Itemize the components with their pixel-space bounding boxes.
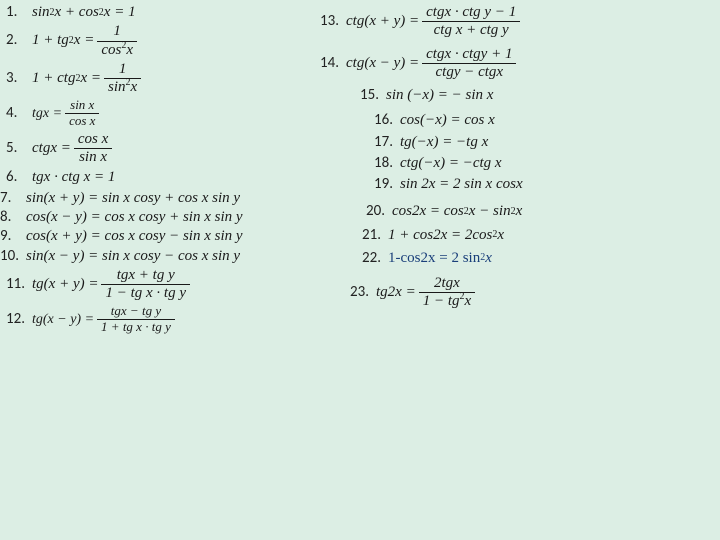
math-14: ctg(x − y) = ctgx · ctgy + 1 ctgy − ctgx [346,46,519,82]
math-17: tg(−x) = −tg x [400,134,488,151]
math-10: sin(x − y) = sin x cosy − cos x sin y [26,248,240,265]
label-16: 16. [374,112,400,129]
formula-2: 2. 1 + tg2 x = 1 cos2x [6,23,336,59]
math-4: tgx = sin x cos x [32,98,102,129]
math-11: tg(x + y) = tgx + tg y 1 − tg x · tg y [32,267,193,303]
formula-21: 21. 1 + cos2x = 2cos2 x [362,227,710,244]
formula-3: 3. 1 + ctg2 x = 1 sin2x [6,61,336,97]
math-1: sin2 x + cos2 x = 1 [32,4,136,21]
math-20: cos2x = cos2 x − sin2 x [392,203,522,220]
label-12: 12. [6,311,32,328]
math-21: 1 + cos2x = 2cos2 x [388,227,504,244]
math-5: ctgx = cos x sin x [32,131,115,167]
label-14: 14. [320,55,346,72]
formula-7: 7. sin(x + y) = sin x cosy + cos x sin y [0,190,336,207]
formula-14: 14. ctg(x − y) = ctgx · ctgy + 1 ctgy − … [320,46,710,82]
label-18: 18. [374,155,400,172]
math-6: tgx · ctg x = 1 [32,169,115,186]
math-15: sin (−x) = − sin x [386,87,493,104]
fraction-3: 1 sin2x [104,61,141,97]
label-22: 22. [362,250,388,267]
formula-19: 19. sin 2x = 2 sin x cosx [374,176,710,193]
math-9: cos(x + y) = cos x cosy − sin x sin y [26,228,243,245]
math-16: cos(−x) = cos x [400,112,495,129]
math-2: 1 + tg2 x = 1 cos2x [32,23,140,59]
fraction-11: tgx + tg y 1 − tg x · tg y [101,267,190,303]
fraction-2: 1 cos2x [97,23,137,59]
label-1: 1. [6,4,32,21]
label-20: 20. [366,203,392,220]
label-23: 23. [350,284,376,301]
formula-1: 1. sin2 x + cos2 x = 1 [6,4,336,21]
formula-22: 22. 1-cos2x = 2 sin2 x [362,250,710,267]
fraction-4: sin x cos x [65,98,99,129]
label-8: 8. [0,209,26,226]
label-9: 9. [0,228,26,245]
formula-9: 9. cos(x + y) = cos x cosy − sin x sin y [0,228,336,245]
math-8: cos(x − y) = cos x cosy + sin x sin y [26,209,243,226]
formula-12: 12. tg(x − y) = tgx − tg y 1 + tg x · tg… [6,304,336,335]
fraction-13: ctgx · ctg y − 1 ctg x + ctg y [422,4,520,40]
formula-20: 20. cos2x = cos2 x − sin2 x [366,203,710,220]
label-19: 19. [374,176,400,193]
math-19: sin 2x = 2 sin x cosx [400,176,523,193]
formula-6: 6. tgx · ctg x = 1 [6,169,336,186]
formula-4: 4. tgx = sin x cos x [6,98,336,129]
formula-17: 17. tg(−x) = −tg x [374,134,710,151]
math-13: ctg(x + y) = ctgx · ctg y − 1 ctg x + ct… [346,4,523,40]
math-18: ctg(−x) = −ctg x [400,155,502,172]
formula-16: 16. cos(−x) = cos x [374,112,710,129]
label-10: 10. [0,248,26,265]
label-15: 15. [360,87,386,104]
formula-13: 13. ctg(x + y) = ctgx · ctg y − 1 ctg x … [320,4,710,40]
label-2: 2. [6,32,32,49]
fraction-12: tgx − tg y 1 + tg x · tg y [97,304,175,335]
math-22: 1-cos2x = 2 sin2 x [388,250,492,267]
fraction-23: 2tgx 1 − tg2x [419,275,475,311]
label-7: 7. [0,190,26,207]
math-7: sin(x + y) = sin x cosy + cos x sin y [26,190,240,207]
left-column: 1. sin2 x + cos2 x = 1 2. 1 + tg2 x = 1 … [6,4,336,337]
math-23: tg2x = 2tgx 1 − tg2x [376,275,478,311]
formula-11: 11. tg(x + y) = tgx + tg y 1 − tg x · tg… [6,267,336,303]
math-3: 1 + ctg2 x = 1 sin2x [32,61,144,97]
formula-5: 5. ctgx = cos x sin x [6,131,336,167]
math-12: tg(x − y) = tgx − tg y 1 + tg x · tg y [32,304,178,335]
page: 1. sin2 x + cos2 x = 1 2. 1 + tg2 x = 1 … [0,0,720,540]
label-5: 5. [6,140,32,157]
fraction-14: ctgx · ctgy + 1 ctgy − ctgx [422,46,516,82]
right-column: 13. ctg(x + y) = ctgx · ctg y − 1 ctg x … [320,4,710,313]
formula-23: 23. tg2x = 2tgx 1 − tg2x [350,275,710,311]
label-17: 17. [374,134,400,151]
formula-18: 18. ctg(−x) = −ctg x [374,155,710,172]
formula-15: 15. sin (−x) = − sin x [360,87,710,104]
label-13: 13. [320,13,346,30]
label-21: 21. [362,227,388,244]
formula-10: 10. sin(x − y) = sin x cosy − cos x sin … [0,248,336,265]
label-6: 6. [6,169,32,186]
fraction-5: cos x sin x [74,131,112,167]
formula-8: 8. cos(x − y) = cos x cosy + sin x sin y [0,209,336,226]
label-3: 3. [6,70,32,87]
label-4: 4. [6,105,32,122]
label-11: 11. [6,276,32,293]
